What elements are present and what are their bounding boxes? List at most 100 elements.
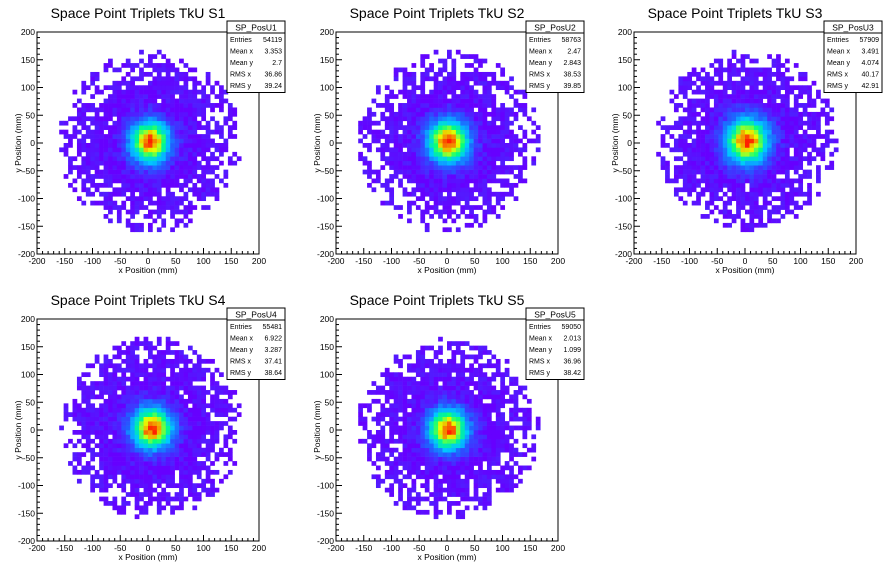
bin [433, 363, 439, 369]
bin [161, 134, 167, 139]
bin [776, 147, 781, 153]
bin [156, 492, 162, 497]
bin [358, 120, 363, 126]
bin [196, 178, 202, 184]
bin [165, 403, 171, 409]
bin [125, 452, 131, 457]
bin [491, 80, 497, 86]
bin [179, 85, 184, 91]
bin [407, 443, 412, 449]
bin [170, 403, 175, 409]
bin [90, 156, 96, 162]
bin [486, 178, 492, 184]
bin [81, 452, 87, 457]
bin [491, 129, 497, 135]
bin [722, 156, 728, 162]
bin [156, 67, 162, 73]
bin [156, 372, 162, 378]
bin [784, 85, 790, 91]
bin [478, 174, 483, 179]
bin [687, 178, 693, 184]
y-tick-label: 100 [21, 370, 35, 380]
bin [174, 125, 180, 130]
x-axis-label: x Position (mm) [715, 265, 774, 275]
bin [460, 367, 466, 373]
bin [793, 120, 799, 126]
bin [156, 178, 162, 184]
bin [201, 107, 207, 113]
bin [411, 116, 417, 122]
bin [156, 116, 162, 122]
bin [745, 125, 750, 130]
bin [99, 478, 104, 484]
bin [402, 165, 408, 170]
bin [469, 222, 474, 228]
stats-value: 40.17 [861, 72, 879, 79]
bin [455, 474, 461, 480]
bin [205, 191, 211, 197]
bin [81, 465, 87, 471]
bin [121, 107, 127, 113]
bin [165, 438, 171, 444]
y-tick-label: 200 [21, 314, 35, 324]
bin [201, 178, 207, 184]
bin [713, 138, 719, 144]
y-tick-label: 200 [320, 27, 334, 37]
bin [784, 205, 790, 210]
bin [72, 116, 78, 122]
bin [139, 412, 144, 417]
bin [214, 196, 220, 202]
bin [139, 169, 144, 175]
bin [429, 67, 434, 73]
bin [384, 182, 390, 188]
bin [183, 443, 189, 449]
bin [99, 372, 104, 378]
bin [722, 94, 728, 99]
bin [731, 80, 737, 86]
bin [696, 71, 701, 77]
bin [753, 103, 759, 108]
bin [495, 116, 501, 122]
bin [165, 196, 171, 202]
bin [72, 452, 78, 457]
bin [780, 125, 786, 130]
bin [433, 487, 439, 493]
bin [407, 160, 412, 166]
bin [402, 134, 408, 139]
bin [447, 416, 452, 422]
bin [121, 407, 127, 413]
bin [187, 209, 193, 215]
bin [486, 151, 492, 157]
bin [433, 169, 439, 175]
bin [72, 156, 78, 162]
bin [500, 138, 506, 144]
bin [687, 169, 693, 175]
bin [473, 412, 479, 417]
bin [152, 143, 158, 148]
bin [464, 469, 470, 475]
bin [81, 160, 87, 166]
bin [219, 160, 224, 166]
bin [767, 151, 772, 157]
bin [460, 187, 466, 193]
bin [179, 483, 184, 489]
bin [152, 412, 158, 417]
bin [464, 63, 470, 68]
bin [152, 447, 158, 453]
bin [429, 385, 434, 391]
bin [762, 111, 768, 117]
bin [433, 138, 439, 144]
bin [731, 143, 737, 148]
bin [731, 134, 737, 139]
bin [227, 416, 233, 422]
bin [491, 134, 497, 139]
bin [478, 151, 483, 157]
bin [771, 205, 777, 210]
bin [731, 174, 737, 179]
bin [478, 178, 483, 184]
bin [99, 403, 104, 409]
bin [210, 381, 215, 386]
bin [767, 111, 772, 117]
bin [455, 469, 461, 475]
bin [455, 151, 461, 157]
